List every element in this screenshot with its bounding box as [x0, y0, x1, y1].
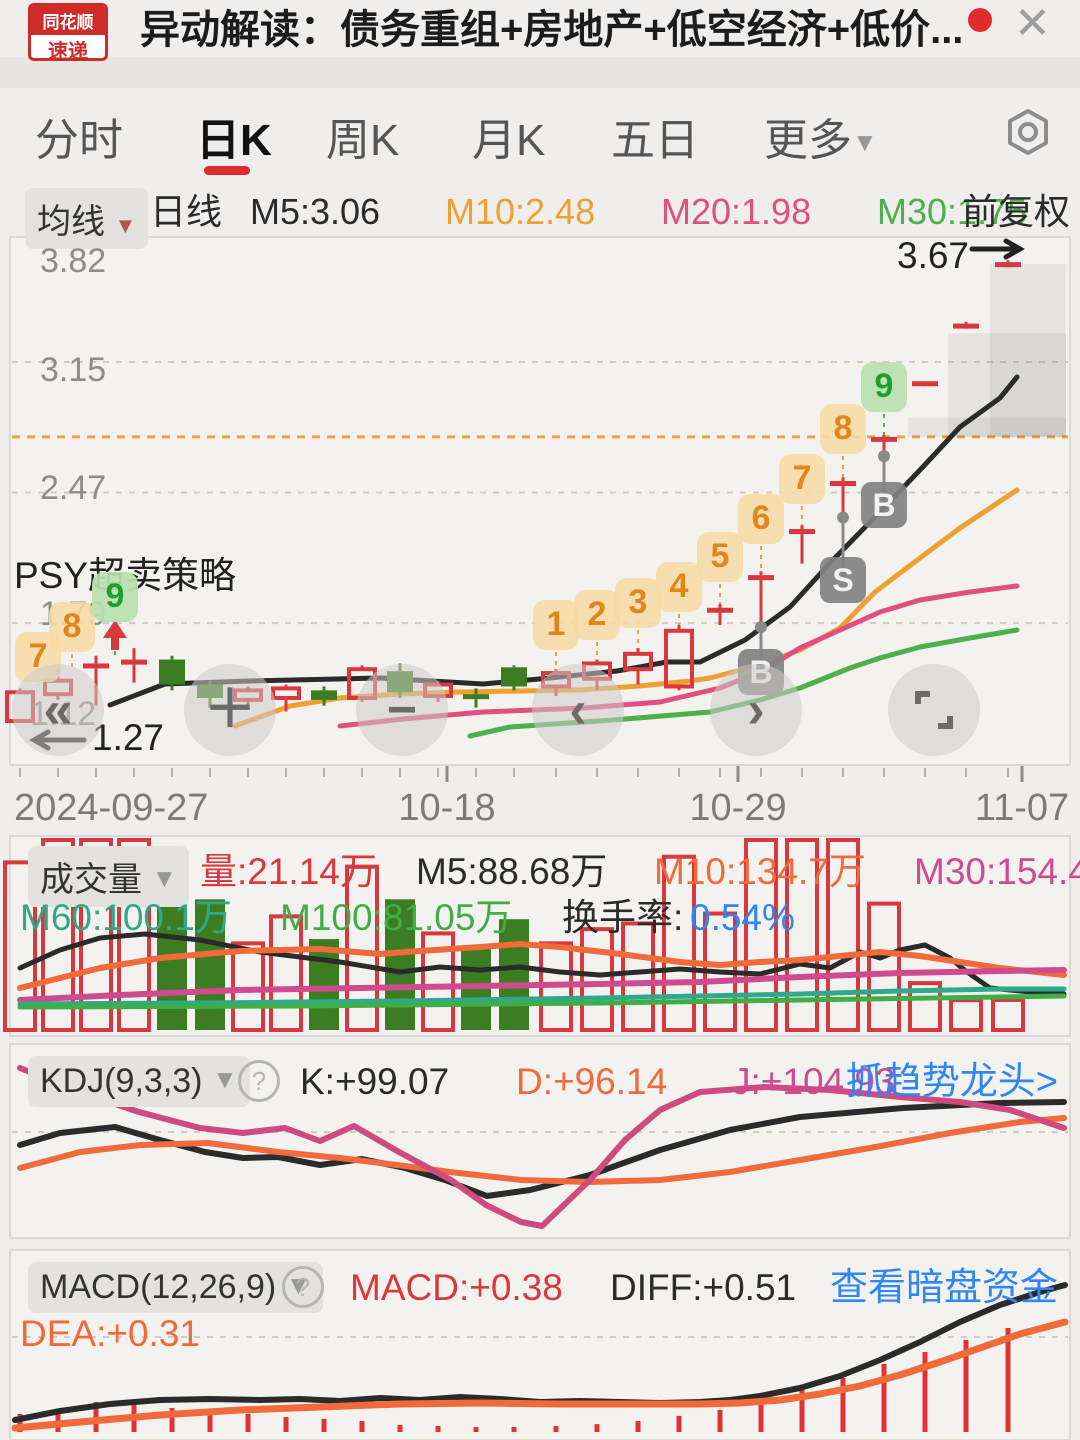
adjust-mode-label[interactable]: 前复权: [962, 191, 1071, 232]
header-separator: [0, 57, 1080, 88]
y-axis-label: 3.15: [40, 351, 107, 389]
pane-header-value: 0.54%: [690, 897, 795, 938]
kdj-help-icon[interactable]: ?: [238, 1060, 280, 1102]
tab-月K[interactable]: 月K: [472, 116, 546, 165]
signal-badge-6: 6: [738, 494, 784, 544]
pane-header-value: M30:154.4万: [914, 851, 1080, 892]
nav-rewind-button[interactable]: «: [12, 664, 104, 756]
ma-dropdown-button[interactable]: 均线 ▼: [25, 188, 149, 249]
signal-badge-1: 1: [533, 600, 579, 650]
logo-line2: 速递: [48, 41, 88, 61]
signal-badge-9: 9: [861, 362, 907, 412]
trade-marker-B: B: [861, 482, 907, 528]
x-axis-date: 10-29: [689, 787, 787, 829]
tab-五日[interactable]: 五日: [611, 116, 699, 165]
x-axis-date: 2024-09-27: [14, 787, 209, 829]
trade-marker-S: S: [820, 557, 866, 603]
ma-value-0: M5:3.06: [250, 191, 381, 232]
x-axis-date: 11-07: [974, 787, 1070, 829]
pane-header-value: K:+99.07: [300, 1061, 450, 1102]
pane-header-value: D:+96.14: [516, 1061, 668, 1102]
pane-header-value: MACD:+0.38: [350, 1267, 563, 1308]
pane-header-value: M60:100.1万: [20, 897, 232, 938]
signal-badge-9: 9: [92, 572, 138, 622]
ma-period-label: 日线: [150, 191, 223, 232]
pane-header-value: M5:88.68万: [416, 851, 608, 892]
pane-header-value: M10:134.7万: [654, 851, 866, 892]
signal-badge-2: 2: [574, 590, 620, 640]
tab-分时[interactable]: 分时: [35, 116, 123, 165]
macd-help-icon[interactable]: ?: [282, 1266, 324, 1308]
app-logo: 同花顺 速递: [28, 3, 108, 61]
gear-icon[interactable]: [1002, 106, 1054, 158]
signal-badge-8: 8: [820, 404, 866, 454]
nav-zoom-out-button[interactable]: −: [356, 664, 448, 756]
signal-badge-4: 4: [656, 562, 702, 612]
kdj-link[interactable]: 抓趋势龙头>: [845, 1061, 1058, 1103]
high-price-annotation: 3.67: [897, 235, 970, 276]
tab-周K[interactable]: 周K: [326, 116, 400, 165]
chevron-down-icon: ▼: [852, 127, 878, 157]
pane-header-value: M100:81.05万: [280, 897, 513, 938]
signal-badge-5: 5: [697, 532, 743, 582]
tab-日K[interactable]: 日K: [196, 116, 272, 165]
pane-header-value: 量:21.14万: [200, 851, 377, 892]
y-axis-label: 2.47: [40, 469, 107, 507]
macd-link[interactable]: 查看暗盘资金: [829, 1267, 1058, 1309]
kdj-dropdown-button[interactable]: KDJ(9,3,3) ▼: [28, 1056, 250, 1107]
y-axis-label: 3.82: [40, 242, 107, 280]
signal-badge-8: 8: [49, 602, 95, 652]
signal-badge-3: 3: [615, 578, 661, 628]
ma-value-3: M30:1.75: [877, 191, 1028, 232]
x-axis-date: 10-18: [398, 787, 496, 829]
active-tab-underline: [204, 166, 250, 175]
nav-next-button[interactable]: ›: [710, 664, 802, 756]
nav-prev-button[interactable]: ‹: [532, 664, 624, 756]
pane-header-value: DEA:+0.31: [20, 1313, 200, 1354]
low-price-annotation: 1.27: [92, 717, 165, 758]
nav-fullscreen-button[interactable]: [888, 664, 980, 756]
macd-dropdown-button[interactable]: MACD(12,26,9) ▼: [28, 1262, 324, 1313]
page-title: 异动解读：债务重组+房地产+低空经济+低价...: [140, 8, 964, 52]
ma-value-1: M10:2.48: [445, 191, 596, 232]
logo-line1: 同花顺: [31, 6, 105, 35]
live-dot: [968, 8, 992, 32]
ma-value-2: M20:1.98: [661, 191, 812, 232]
pane-header-value: 换手率:: [562, 897, 684, 938]
tab-更多[interactable]: 更多▼: [764, 116, 878, 165]
signal-badge-7: 7: [779, 454, 825, 504]
pane-header-value: DIFF:+0.51: [610, 1267, 797, 1308]
close-icon[interactable]: ✕: [1014, 0, 1051, 48]
nav-zoom-in-button[interactable]: ＋: [184, 664, 276, 756]
